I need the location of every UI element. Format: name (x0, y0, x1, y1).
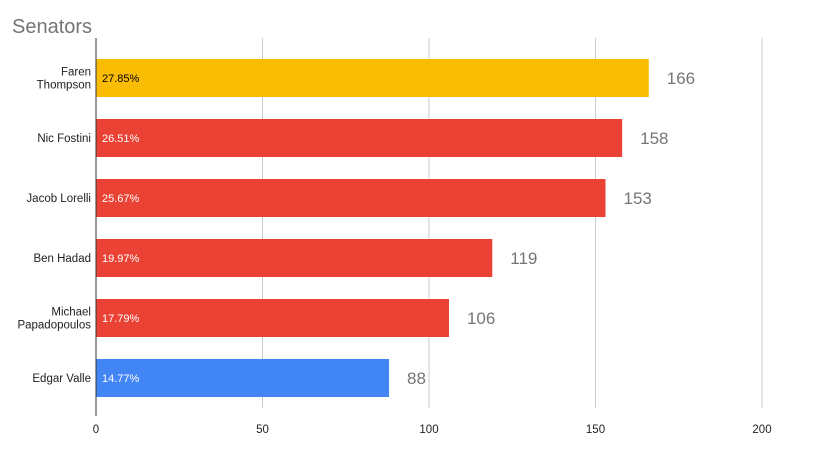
bar-1 (96, 59, 649, 97)
percent-label-2: 26.51% (102, 133, 140, 145)
category-label-5-line-2: Papadopoulos (17, 320, 91, 332)
value-label-4: 119 (510, 249, 537, 268)
bar-3 (96, 179, 606, 217)
percent-label-5: 17.79% (102, 313, 140, 325)
category-label-4: Ben Hadad (33, 253, 91, 265)
value-label-2: 158 (640, 129, 668, 148)
bar-6 (96, 359, 390, 397)
bar-2 (96, 119, 623, 157)
value-label-3: 153 (623, 189, 651, 208)
category-label-1-line-1: Faren (61, 67, 91, 79)
percent-label-3: 25.67% (102, 193, 140, 205)
category-label-2: Nic Fostini (37, 133, 91, 145)
value-label-5: 106 (467, 309, 495, 328)
bar-5 (96, 299, 449, 337)
percent-label-6: 14.77% (102, 373, 140, 385)
x-tick-label-150: 150 (586, 424, 605, 436)
x-tick-label-200: 200 (752, 424, 771, 436)
x-tick-label-100: 100 (419, 424, 438, 436)
x-tick-label-0: 0 (93, 424, 99, 436)
bars (96, 59, 649, 397)
bar-4 (96, 239, 493, 277)
category-label-3: Jacob Lorelli (26, 193, 91, 205)
percent-label-4: 19.97% (102, 253, 140, 265)
category-label-5-line-1: Michael (51, 307, 91, 319)
chart-title: Senators (12, 16, 92, 38)
value-label-6: 88 (407, 369, 426, 388)
category-label-6: Edgar Valle (32, 373, 91, 385)
gridlines (262, 38, 763, 408)
value-label-1: 166 (667, 69, 695, 88)
percent-label-1: 27.85% (102, 73, 140, 85)
x-tick-label-50: 50 (256, 424, 269, 436)
category-label-1-line-2: Thompson (37, 80, 91, 92)
axes: 0 50 100 150 200 (93, 38, 772, 436)
